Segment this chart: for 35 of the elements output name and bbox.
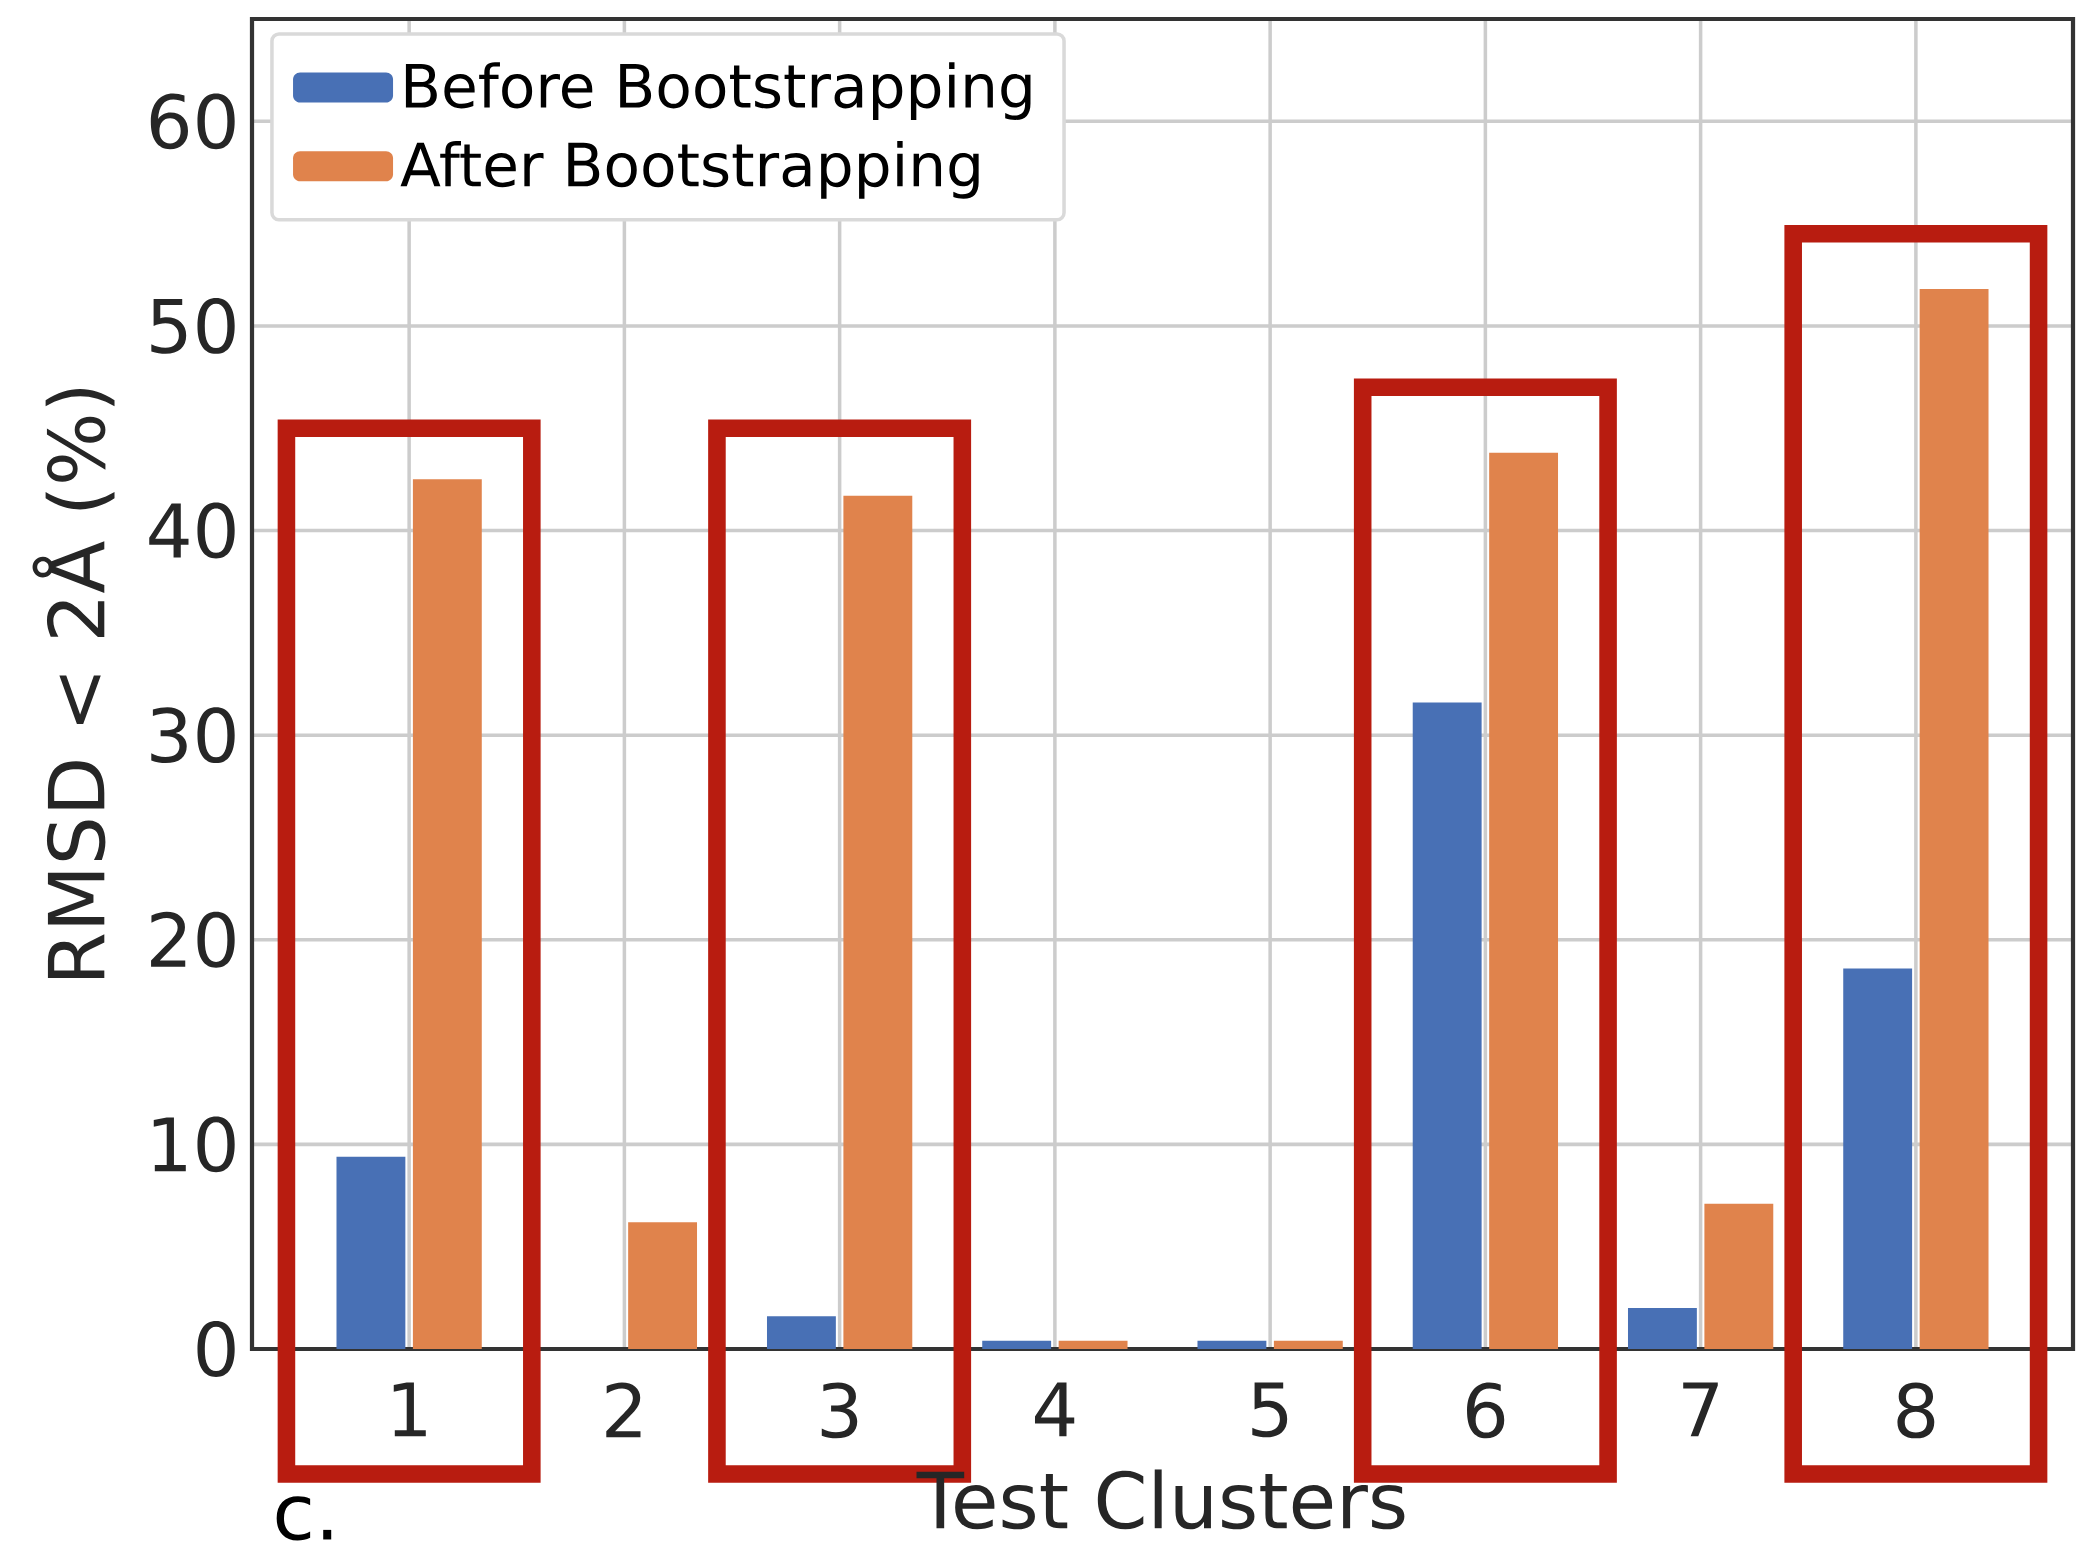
y-axis-title: RMSD < 2Å (%) [32, 388, 115, 979]
bar [843, 495, 913, 1349]
text: c. [276, 1496, 332, 1541]
x-tick-label: 5 [1252, 1382, 1288, 1438]
x-tick-label: 4 [1034, 1382, 1075, 1437]
y-tick-label: 40 [149, 502, 235, 559]
x-tick-label: 1 [393, 1382, 426, 1437]
y-tick-label: 50 [151, 297, 235, 354]
x-tick-label: 8 [1897, 1382, 1935, 1439]
y-tick-label: 20 [151, 911, 235, 968]
x-tick-label: 7 [1683, 1382, 1718, 1437]
legend-label: Before Bootstrapping [405, 62, 1031, 120]
bar [1627, 1308, 1697, 1349]
bar [1843, 968, 1913, 1349]
x-tick-label: 6 [1467, 1382, 1505, 1439]
legend-label: After Bootstrapping [400, 140, 979, 199]
y-tick-label: 30 [151, 707, 235, 764]
bar [336, 1156, 406, 1349]
bar [982, 1340, 1052, 1349]
x-axis-title: Test Clusters [916, 1469, 1405, 1530]
bar [1704, 1203, 1774, 1349]
bar [1919, 289, 1989, 1349]
y-tick-label: 0 [197, 1321, 235, 1377]
y-tick-label: 60 [150, 93, 235, 150]
bar [628, 1222, 698, 1349]
x-tick-label: 3 [821, 1382, 858, 1439]
y-tick-label: 10 [153, 1116, 235, 1173]
bar [1058, 1340, 1128, 1349]
bar [1197, 1340, 1267, 1349]
bar [1412, 702, 1482, 1349]
bar [1489, 452, 1559, 1349]
x-tick-label: 2 [606, 1382, 641, 1438]
bar [412, 479, 482, 1349]
bar [766, 1316, 836, 1349]
bar [1273, 1340, 1343, 1349]
